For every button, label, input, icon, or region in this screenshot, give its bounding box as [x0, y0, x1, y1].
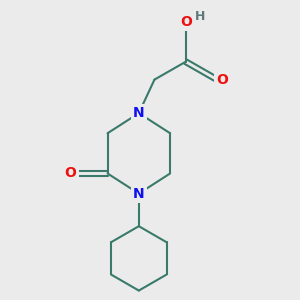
Text: N: N [133, 106, 145, 120]
Text: O: O [180, 14, 192, 28]
Text: O: O [217, 73, 228, 87]
Text: N: N [133, 187, 145, 201]
Text: O: O [64, 167, 76, 181]
Text: H: H [195, 10, 205, 22]
